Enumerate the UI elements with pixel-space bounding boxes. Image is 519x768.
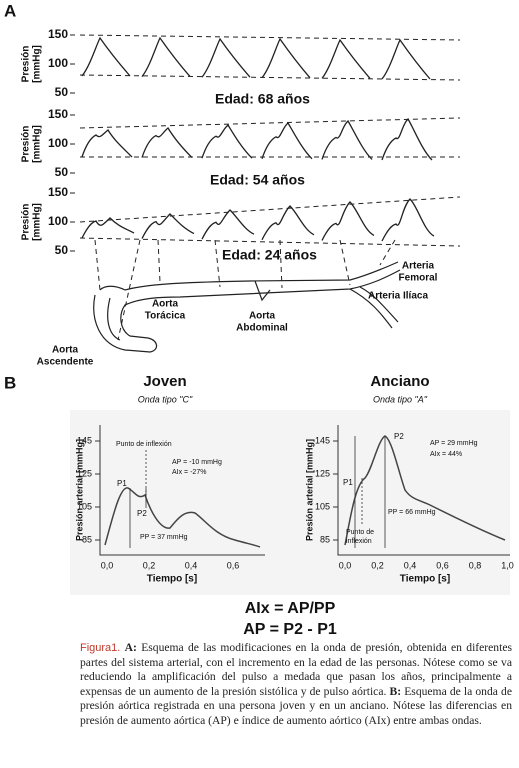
age-label: Edad: 68 años [215,91,310,107]
annotation: P2 [394,432,404,441]
formula: AP = P2 - P1 [243,621,337,638]
x-axis-label: Tiempo [s] [400,574,450,585]
y-tick-label: 100 [48,214,68,228]
panel-label: A [4,1,16,20]
x-tick-label: 0,2 [371,560,384,570]
annotation: inflexión [346,538,372,545]
site-label: Aorta [249,311,276,322]
site-label: Femoral [399,273,438,284]
y-tick-label: 105 [315,501,330,511]
site-label: Arteria Ilíaca [368,291,428,302]
x-tick-label: 0,2 [143,560,156,570]
y-axis-label: Presión arterial [mmHg] [304,439,314,541]
y-axis-label: Presión arterial [mmHg] [74,439,84,541]
annotation-lines [129,436,386,548]
y-axis-label: [mmHg] [32,203,43,241]
x-tick-label: 0,4 [404,560,417,570]
y-tick-label: 125 [77,468,92,478]
annotation: P2 [137,509,147,518]
y-tick-label: 150 [48,107,68,121]
y-tick-label: 100 [48,56,68,70]
y-tick-label: 150 [48,27,68,41]
annotation: P1 [117,479,127,488]
axes [99,425,510,556]
annotation: AIx = 44% [430,451,462,458]
plot-background [70,410,510,595]
y-axis-label: [mmHg] [32,45,43,83]
y-axis-label: Presión [21,204,32,241]
pressure-wave [104,435,506,548]
x-tick-label: 0,4 [185,560,198,570]
chart-subtitle: Onda tipo "C" [138,394,193,404]
chart-subtitle: Onda tipo "A" [373,394,428,404]
age-label: Edad: 24 años [222,247,317,263]
x-tick-label: 0,6 [227,560,240,570]
y-tick-label: 50 [55,165,69,179]
artery-diagram [93,261,401,353]
y-axis-label: Presión [21,126,32,163]
annotation: AP = -10 mmHg [172,459,222,466]
caption-label: A: [124,641,137,654]
y-tick-label: 100 [48,136,68,150]
annotation: Punto de inflexión [116,441,172,448]
y-tick-label: 50 [55,243,69,257]
formula: AIx = AP/PP [245,600,336,617]
caption-label: B: [389,684,402,698]
annotation: AP = 29 mmHg [430,440,478,447]
figure: A B Edad: 68 años Edad: 54 años Edad: 24… [4,1,514,638]
annotation: P1 [343,478,353,487]
chart-title: Joven [143,373,186,390]
y-axis-label: Presión [21,46,32,83]
site-label: Arteria [402,261,435,272]
y-tick-label: 50 [55,85,69,99]
site-label: Ascendente [37,357,94,368]
pressure-wave [81,198,435,242]
site-label: Aorta [152,299,179,310]
caption-text: Esquema de la onda de presión aórtica re… [80,684,512,727]
guide-lines [79,34,461,341]
y-axis-label: [mmHg] [32,125,43,163]
annotation: PP = 37 mmHg [140,534,188,541]
y-tick-label: 150 [48,185,68,199]
site-label: Aorta [52,345,79,356]
caption: Figura1. A: Esquema de las modificacione… [80,641,512,729]
y-tick-label: 145 [77,435,92,445]
x-tick-label: 0,8 [469,560,482,570]
x-tick-label: 0,0 [339,560,352,570]
x-axis-label: Tiempo [s] [147,574,197,585]
y-tick-label: 105 [77,501,92,511]
annotation: Punto de [346,529,374,536]
panel-label: B [4,373,16,392]
annotation: PP = 66 mmHg [388,509,436,516]
chart-title: Anciano [370,373,429,390]
y-tick-label: 125 [315,468,330,478]
pressure-wave [81,118,433,161]
pressure-wave [81,36,431,80]
age-label: Edad: 54 años [210,172,305,188]
y-tick-label: 85 [82,534,92,544]
x-tick-label: 1,0 [501,560,514,570]
site-label: Abdominal [236,323,288,334]
caption-figure: Figura1. [80,642,121,654]
caption-text: Esquema de las modificaciones en la onda… [80,641,512,698]
x-tick-label: 0,0 [101,560,114,570]
y-tick-label: 145 [315,435,330,445]
site-label: Torácica [145,311,186,322]
x-tick-label: 0,6 [436,560,449,570]
annotation: AIx = -27% [172,469,206,476]
y-tick-label: 85 [320,534,330,544]
